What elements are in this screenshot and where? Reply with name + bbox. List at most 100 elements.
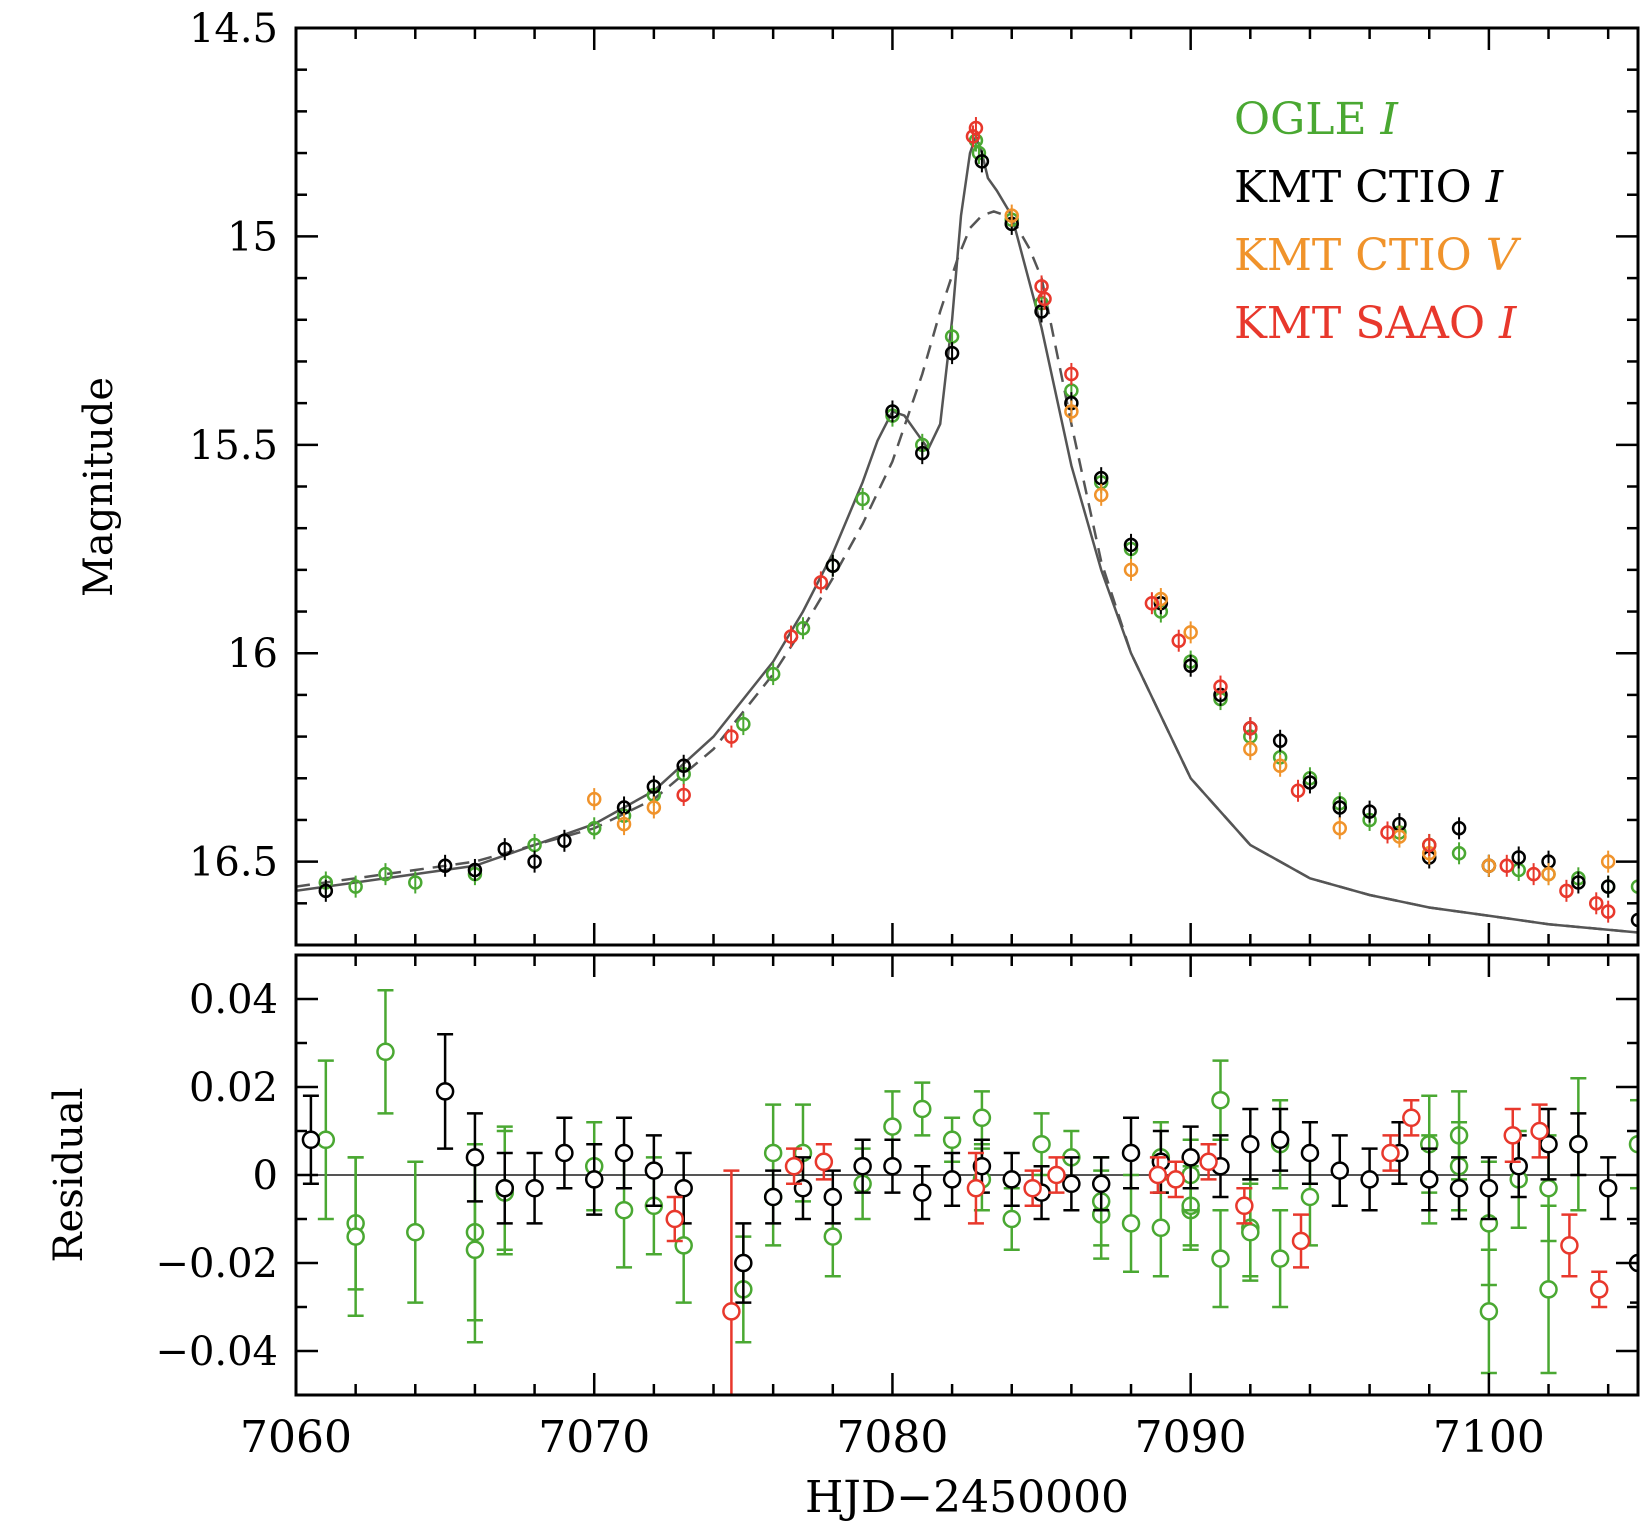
residual-point-kmt-ctio-i (1360, 1170, 1379, 1189)
magnitude-point-ogle-i (765, 666, 781, 682)
magnitude-axis-title: Magnitude (76, 377, 122, 597)
x-tick-label: 7090 (1135, 1412, 1247, 1463)
magnitude-point-ogle-i (408, 875, 423, 890)
residual-point-kmt-saao-i (1402, 1108, 1421, 1128)
residual-point-kmt-ctio-i (734, 1253, 753, 1273)
magnitude-point-ogle-i (378, 866, 393, 882)
magnitude-point-kmt-ctio-i (1571, 875, 1586, 890)
residual-point-ogle-i (913, 1099, 932, 1119)
residual-point-kmt-ctio-i (1091, 1174, 1111, 1194)
residual-point-kmt-ctio-i (972, 1156, 992, 1176)
residual-point-kmt-saao-i (1148, 1165, 1168, 1185)
residual-point-kmt-ctio-i (823, 1187, 843, 1207)
residual-point-ogle-i (1300, 1187, 1320, 1207)
y-tick-label: 15 (227, 214, 278, 260)
magnitude-point-kmt-ctio-v (1272, 758, 1288, 774)
magnitude-point-kmt-saao-i (676, 787, 691, 803)
y-tick-label: 14.5 (189, 6, 278, 52)
magnitude-panel-ticks: 14.5 15 15.5 16 16.5 (189, 6, 1638, 947)
magnitude-point-kmt-ctio-i (885, 404, 900, 419)
magnitude-point-kmt-saao-i (1600, 904, 1616, 919)
residual-point-kmt-saao-i (1560, 1236, 1579, 1255)
magnitude-point-ogle-i (971, 145, 987, 161)
residual-point-ogle-i (316, 1130, 336, 1150)
magnitude-point-kmt-ctio-v (1481, 858, 1497, 874)
residual-point-kmt-ctio-i (465, 1148, 485, 1167)
magnitude-point-kmt-ctio-i (974, 154, 990, 169)
magnitude-point-kmt-ctio-i (467, 862, 483, 878)
model-curves (296, 132, 1638, 934)
residual-point-kmt-ctio-i (853, 1156, 872, 1176)
magnitude-point-kmt-ctio-v (646, 800, 662, 815)
residual-data-points (301, 988, 1638, 1395)
legend-band: I (1498, 298, 1518, 349)
residual-point-kmt-saao-i (1023, 1178, 1042, 1198)
residual-panel-ticks: 0.04 0.02 0 −0.02 −0.04 7060 7070 7080 7090 7100 (155, 953, 1638, 1463)
residual-point-ogle-i (1479, 1302, 1499, 1321)
magnitude-point-ogle-i (1451, 846, 1467, 861)
residual-point-kmt-ctio-i (1479, 1178, 1499, 1198)
x-axis-title: HJD−2450000 (805, 1472, 1129, 1523)
magnitude-point-kmt-ctio-v (1064, 404, 1079, 419)
y-tick-label: 16 (227, 631, 278, 677)
magnitude-point-kmt-ctio-i (1630, 912, 1638, 928)
residual-point-ogle-i (1270, 1249, 1290, 1268)
magnitude-point-kmt-saao-i (1421, 837, 1437, 853)
x-tick-label: 7100 (1433, 1412, 1545, 1463)
magnitude-point-kmt-ctio-i (1302, 775, 1318, 790)
magnitude-point-kmt-ctio-v (1243, 741, 1258, 757)
residual-point-kmt-saao-i (1381, 1143, 1400, 1163)
magnitude-point-kmt-ctio-v (1123, 562, 1139, 578)
magnitude-point-ogle-i (855, 491, 870, 507)
residual-point-kmt-ctio-i (913, 1183, 932, 1202)
magnitude-point-ogle-i (586, 821, 602, 836)
legend-band: V (1486, 230, 1522, 281)
residual-point-ogle-i (883, 1117, 902, 1136)
magnitude-point-kmt-ctio-i (1183, 658, 1198, 673)
magnitude-point-kmt-ctio-i (825, 558, 841, 573)
residual-point-kmt-saao-i (1047, 1165, 1066, 1185)
residual-point-kmt-ctio-i (495, 1178, 515, 1198)
x-tick-label: 7070 (538, 1412, 650, 1463)
residual-point-kmt-ctio-i (614, 1143, 634, 1163)
magnitude-point-kmt-saao-i (724, 729, 739, 744)
magnitude-point-kmt-saao-i (1559, 883, 1574, 899)
magnitude-point-kmt-saao-i (813, 575, 829, 590)
magnitude-point-kmt-saao-i (1588, 896, 1604, 911)
residual-point-kmt-saao-i (722, 1302, 741, 1321)
residual-point-kmt-ctio-i (1569, 1134, 1588, 1154)
residual-point-ogle-i (1539, 1178, 1558, 1198)
magnitude-point-ogle-i (736, 716, 751, 732)
residual-point-kmt-saao-i (665, 1209, 684, 1229)
residual-point-ogle-i (1211, 1249, 1230, 1268)
y-tick-label: 0 (253, 1153, 278, 1199)
magnitude-point-kmt-ctio-i (1511, 850, 1526, 865)
magnitude-point-kmt-saao-i (1499, 858, 1515, 874)
residual-point-kmt-ctio-i (1419, 1170, 1439, 1189)
residual-point-kmt-ctio-i (1241, 1134, 1260, 1154)
magnitude-point-kmt-ctio-v (1093, 487, 1109, 503)
legend-label: KMT SAAO (1234, 298, 1499, 349)
magnitude-point-kmt-ctio-i (437, 858, 453, 874)
magnitude-point-kmt-ctio-i (646, 779, 662, 794)
magnitude-point-ogle-i (1630, 879, 1638, 894)
magnitude-point-kmt-saao-i (1144, 595, 1160, 611)
magnitude-point-kmt-saao-i (968, 120, 984, 136)
magnitude-point-kmt-ctio-i (915, 445, 930, 461)
magnitude-point-kmt-saao-i (1380, 825, 1395, 840)
residual-point-ogle-i (1211, 1090, 1230, 1110)
magnitude-data-points (318, 117, 1638, 931)
y-tick-label: −0.02 (155, 1241, 278, 1287)
residual-point-ogle-i (614, 1200, 634, 1220)
residual-point-ogle-i (1002, 1209, 1021, 1229)
residual-point-kmt-ctio-i (1002, 1170, 1021, 1189)
legend-entry-2: KMT CTIO V (1234, 230, 1522, 281)
magnitude-point-kmt-saao-i (783, 629, 799, 644)
magnitude-point-kmt-ctio-i (497, 841, 513, 857)
magnitude-point-kmt-saao-i (1526, 866, 1541, 882)
residual-axis-title: Residual (46, 1087, 92, 1262)
magnitude-point-kmt-saao-i (1213, 679, 1228, 694)
residual-point-kmt-ctio-i (1330, 1161, 1350, 1180)
y-tick-label: −0.04 (155, 1329, 278, 1375)
